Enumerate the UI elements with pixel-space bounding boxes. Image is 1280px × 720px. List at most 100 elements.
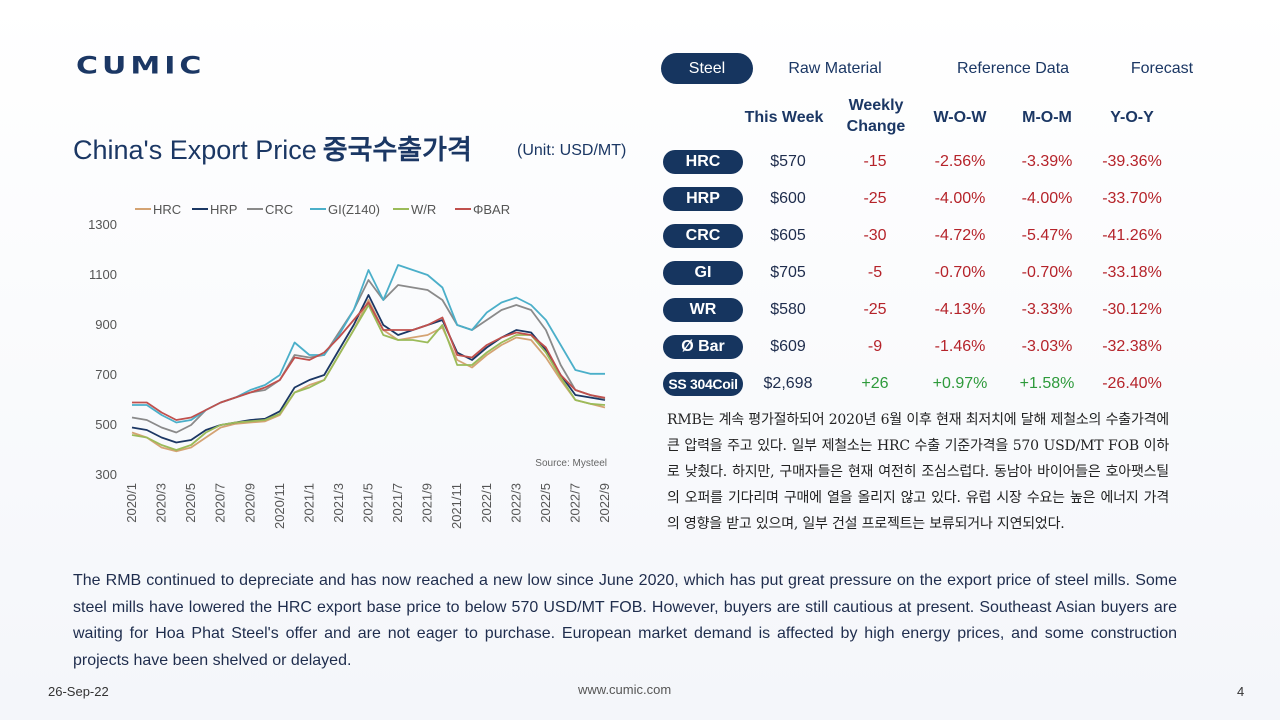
yoy-cell: -39.36% [1102, 153, 1162, 170]
price-cell: $570 [770, 153, 806, 170]
tab-raw-material[interactable]: Raw Material [788, 60, 882, 77]
change-cell: -25 [863, 301, 887, 318]
change-cell: +26 [861, 375, 889, 392]
table-row: Ø Bar $609 -9 -1.46% -3.03% -32.38% [660, 335, 1180, 363]
product-pill: HRP [663, 187, 743, 211]
y-tick-label: 700 [95, 367, 117, 382]
wow-cell: +0.97% [932, 375, 988, 392]
price-cell: $2,698 [763, 375, 813, 392]
y-tick-label: 1300 [88, 217, 117, 232]
x-tick-label: 2020/9 [242, 483, 257, 523]
x-tick-label: 2020/7 [213, 483, 228, 523]
x-tick-label: 2020/1 [124, 483, 139, 523]
footer-url: www.cumic.com [578, 682, 672, 697]
yoy-cell: -26.40% [1102, 375, 1162, 392]
yoy-cell: -32.38% [1102, 338, 1162, 355]
x-tick-label: 2022/5 [538, 483, 553, 523]
x-tick-label: 2022/3 [508, 483, 523, 523]
change-cell: -25 [863, 190, 887, 207]
wow-cell: -0.70% [934, 264, 986, 281]
x-tick-label: 2022/1 [479, 483, 494, 523]
footer-date: 26-Sep-22 [48, 684, 109, 699]
yoy-cell: -30.12% [1102, 301, 1162, 318]
source-label: Source: Mysteel [535, 458, 607, 469]
yoy-cell: -33.70% [1102, 190, 1162, 207]
mom-cell: -0.70% [1021, 264, 1073, 281]
table-row: WR $580 -25 -4.13% -3.33% -30.12% [660, 298, 1180, 326]
x-tick-label: 2021/1 [301, 483, 316, 523]
english-commentary: The RMB continued to depreciate and has … [73, 572, 1177, 669]
table-row: HRC $570 -15 -2.56% -3.39% -39.36% [660, 150, 1180, 178]
product-pill: Ø Bar [663, 335, 743, 359]
tab-bar: Steel Raw Material Reference Data Foreca… [661, 53, 1221, 85]
page-number: 4 [1237, 684, 1245, 699]
header-weekly-change-line2: Change [846, 118, 906, 135]
mom-cell: -4.00% [1021, 190, 1073, 207]
y-tick-label: 1100 [89, 267, 117, 282]
tab-forecast[interactable]: Forecast [1130, 60, 1194, 77]
x-tick-label: 2020/3 [154, 483, 169, 523]
page-title: China's Export Price 중국수출가격 [73, 128, 472, 167]
series-line-hrc [131, 299, 606, 453]
product-pill: WR [663, 298, 743, 322]
wow-cell: -4.00% [934, 190, 986, 207]
product-pill: GI [663, 261, 743, 285]
change-cell: -15 [863, 153, 887, 170]
table-row: CRC $605 -30 -4.72% -5.47% -41.26% [660, 224, 1180, 252]
x-tick-label: 2021/5 [361, 483, 376, 523]
price-cell: $580 [770, 301, 806, 318]
series-line-hrp [131, 294, 606, 444]
mom-cell: +1.58% [1019, 375, 1075, 392]
title-english: China's Export Price [73, 135, 317, 165]
legend-label: HRP [210, 202, 237, 217]
y-tick-label: 300 [95, 467, 117, 482]
tab-steel[interactable]: Steel [661, 53, 753, 84]
header-mom: M-O-M [1022, 109, 1072, 126]
x-tick-label: 2021/7 [390, 483, 405, 523]
legend-label: HRC [153, 202, 181, 217]
cumic-logo: CUMIC [76, 52, 206, 80]
price-cell: $605 [770, 227, 806, 244]
y-tick-label: 900 [95, 317, 117, 332]
change-cell: -30 [863, 227, 887, 244]
x-tick-label: 2021/3 [331, 483, 346, 523]
legend-label: ΦBAR [473, 202, 510, 217]
mom-cell: -5.47% [1021, 227, 1073, 244]
export-price-chart: 300 500 700 900 1100 1300 2020/1 2020/3 2020/5 20… [88, 202, 612, 529]
mom-cell: -3.03% [1021, 338, 1073, 355]
x-tick-label: 2022/7 [567, 483, 582, 523]
x-tick-label: 2020/11 [272, 483, 287, 529]
tab-reference-data[interactable]: Reference Data [956, 60, 1070, 77]
yoy-cell: -33.18% [1102, 264, 1162, 281]
header-yoy: Y-O-Y [1110, 109, 1154, 126]
legend-label: CRC [265, 202, 293, 217]
price-cell: $609 [770, 338, 806, 355]
wow-cell: -2.56% [934, 153, 986, 170]
product-pill: CRC [663, 224, 743, 248]
wow-cell: -4.72% [934, 227, 986, 244]
legend-label: W/R [411, 202, 436, 217]
wow-cell: -4.13% [934, 301, 986, 318]
table-row: GI $705 -5 -0.70% -0.70% -33.18% [660, 261, 1180, 289]
wow-cell: -1.46% [934, 338, 986, 355]
header-wow: W-O-W [933, 109, 987, 126]
mom-cell: -3.39% [1021, 153, 1073, 170]
change-cell: -5 [867, 264, 883, 281]
x-tick-label: 2021/9 [420, 483, 435, 523]
korean-commentary: RMB는 계속 평가절하되어 2020년 6월 이후 현재 최저치에 달해 제철… [667, 412, 1169, 532]
x-tick-label: 2022/9 [597, 483, 612, 523]
mom-cell: -3.33% [1021, 301, 1073, 318]
table-row: SS 304Coil $2,698 +26 +0.97% +1.58% -26.… [660, 372, 1180, 400]
product-pill: SS 304Coil [663, 372, 743, 396]
price-cell: $705 [770, 264, 806, 281]
price-cell: $600 [770, 190, 806, 207]
change-cell: -9 [867, 338, 883, 355]
header-weekly-change-line1: Weekly [848, 97, 904, 114]
product-pill: HRC [663, 150, 743, 174]
unit-label: (Unit: USD/MT) [517, 142, 627, 159]
y-tick-label: 500 [95, 417, 117, 432]
x-tick-label: 2020/5 [183, 483, 198, 523]
header-this-week: This Week [744, 109, 824, 126]
table-row: HRP $600 -25 -4.00% -4.00% -33.70% [660, 187, 1180, 215]
title-korean: 중국수출가격 [322, 135, 472, 165]
